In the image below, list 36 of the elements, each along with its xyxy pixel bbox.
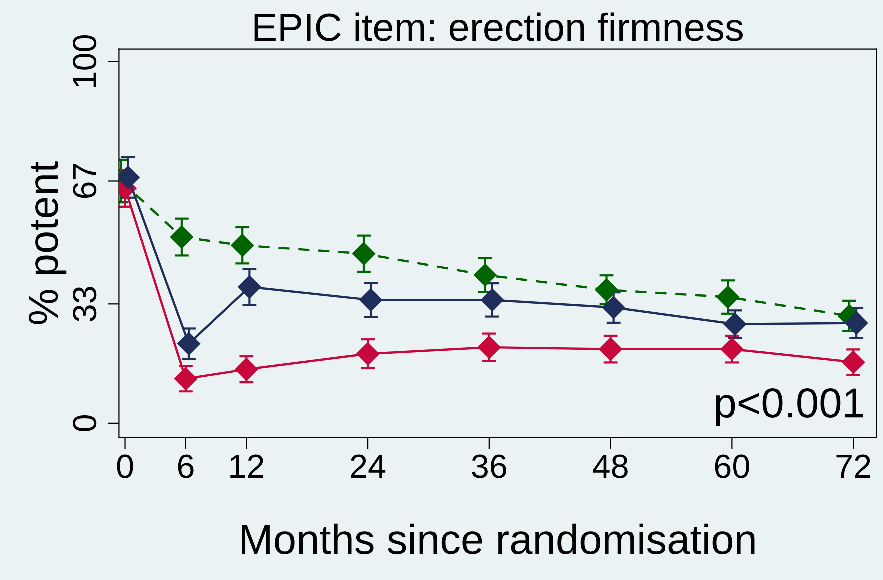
point bbox=[599, 338, 622, 361]
x-tick-label: 0 bbox=[117, 454, 134, 478]
point bbox=[231, 234, 254, 258]
x-tick-label: 12 bbox=[230, 454, 264, 478]
point bbox=[595, 278, 618, 302]
y-tick-label: 67 bbox=[73, 164, 97, 198]
point bbox=[716, 286, 740, 309]
y-tick-label: 100 bbox=[73, 35, 97, 88]
chart-title: EPIC item: erection firmness bbox=[254, 12, 743, 42]
point bbox=[235, 358, 258, 382]
x-axis-title: Months since randomisation bbox=[242, 524, 755, 554]
point bbox=[478, 336, 501, 360]
point bbox=[720, 338, 744, 361]
point bbox=[178, 332, 200, 356]
point bbox=[360, 288, 383, 312]
y-tick-label: 0 bbox=[73, 415, 97, 432]
point bbox=[474, 264, 497, 287]
x-tick-label: 72 bbox=[836, 454, 870, 478]
annotation: p<0.001 bbox=[716, 388, 864, 426]
point bbox=[170, 226, 194, 249]
point bbox=[238, 276, 262, 299]
point bbox=[845, 312, 868, 335]
y-axis-title: % potent bbox=[29, 162, 67, 324]
point bbox=[602, 296, 626, 320]
x-tick-label: 60 bbox=[715, 454, 750, 478]
x-tick-label: 48 bbox=[593, 454, 628, 478]
x-tick-label: 6 bbox=[178, 454, 194, 478]
point bbox=[724, 312, 747, 336]
point bbox=[356, 342, 380, 366]
point bbox=[480, 288, 504, 312]
point bbox=[352, 242, 376, 266]
point bbox=[174, 367, 198, 390]
point bbox=[842, 350, 866, 374]
x-tick-label: 24 bbox=[351, 454, 386, 478]
x-tick-label: 36 bbox=[472, 454, 506, 478]
y-tick-label: 33 bbox=[73, 287, 97, 322]
